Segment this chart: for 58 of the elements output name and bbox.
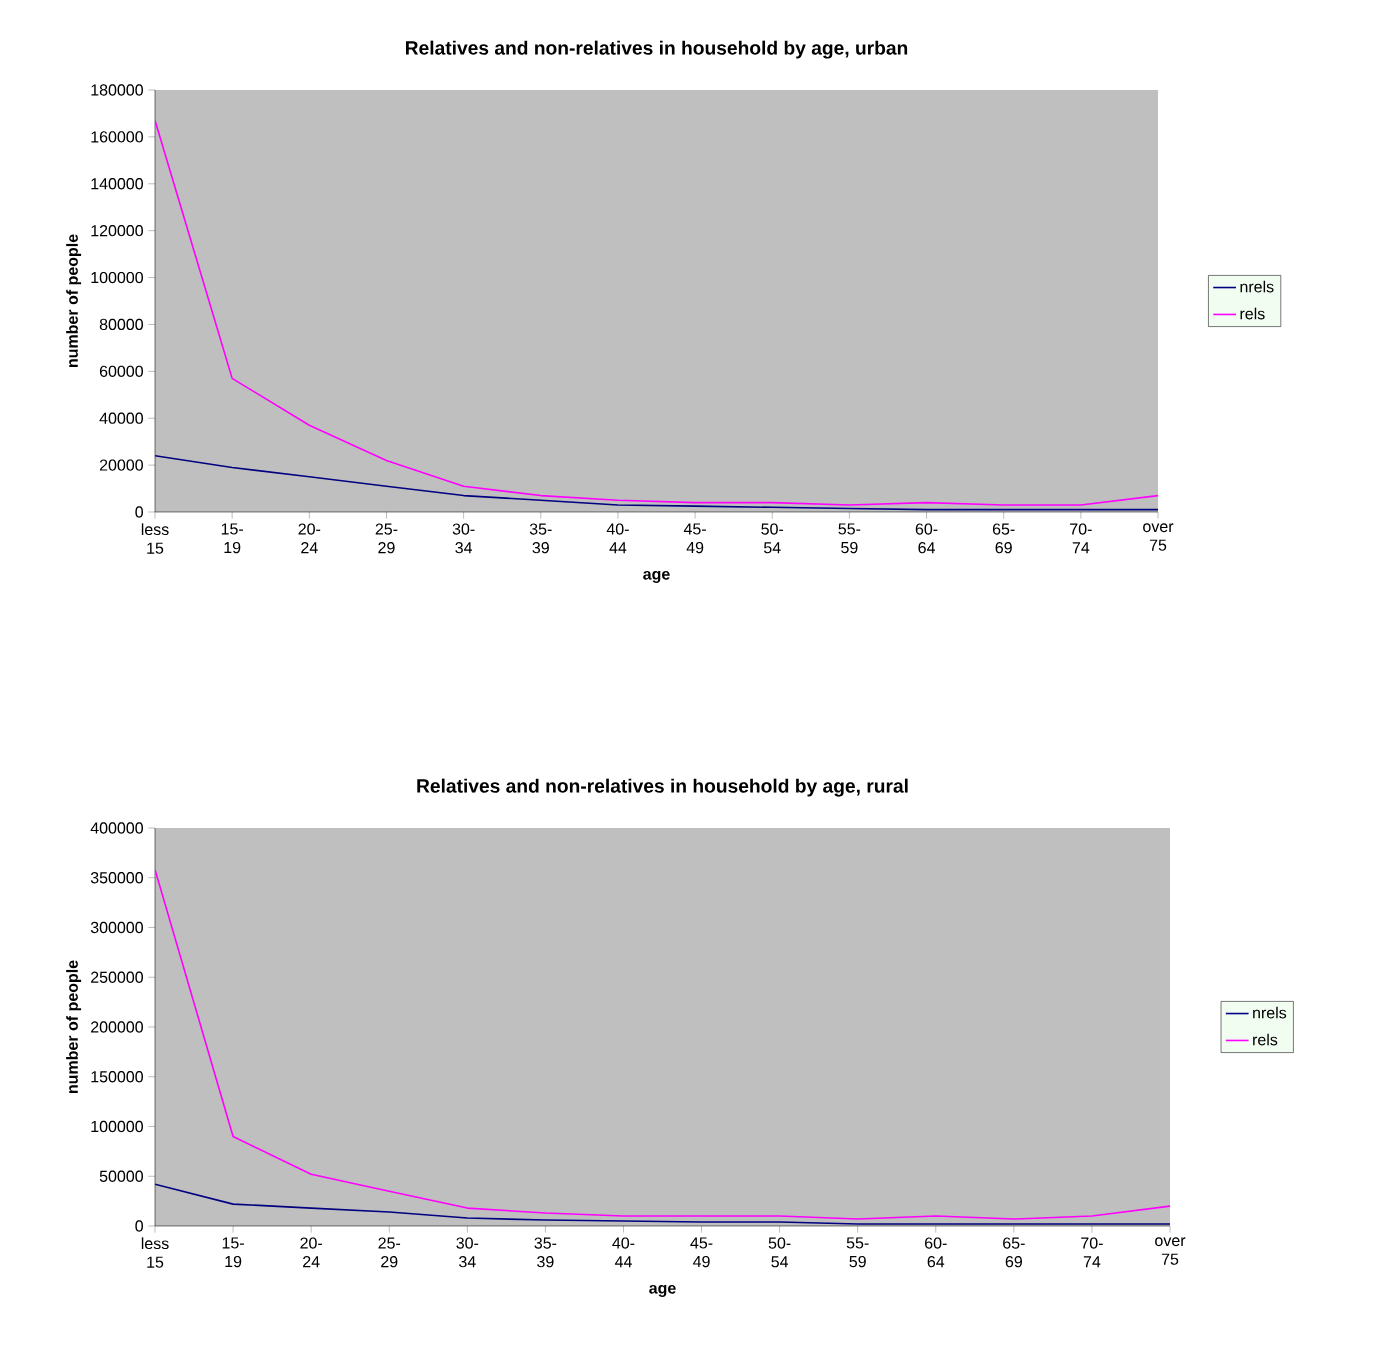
y-tick-label: 180000 — [91, 84, 143, 96]
y-tick-label: 200000 — [91, 1021, 143, 1033]
legend-label: nrels — [1240, 280, 1274, 293]
x-tick-label: 20-24 — [300, 1237, 323, 1268]
x-tick-label: 20-24 — [298, 523, 321, 554]
x-tick-label: 50-54 — [761, 523, 784, 554]
y-tick-label: 80000 — [99, 318, 143, 331]
x-tick-label: 50-54 — [768, 1237, 791, 1268]
y-tick-label: 100000 — [91, 1120, 143, 1133]
legend-label: rels — [1253, 1033, 1278, 1046]
x-tick-label: 70-74 — [1081, 1237, 1103, 1268]
y-tick-label: 250000 — [91, 971, 143, 983]
x-tick-label: 35-39 — [529, 523, 552, 554]
y-tick-label: 50000 — [99, 1170, 143, 1182]
x-tick-label: 30-34 — [456, 1237, 479, 1268]
y-axis-title: number of people — [66, 234, 82, 368]
y-tick-label: 20000 — [99, 459, 143, 471]
x-tick-label: 25-29 — [375, 523, 398, 554]
x-axis-title: age — [643, 570, 670, 583]
x-tick-label: 65-69 — [992, 523, 1015, 554]
y-axis-title: number of people — [66, 960, 82, 1094]
x-axis-title: age — [649, 1284, 676, 1297]
y-tick-label: 100000 — [91, 271, 143, 284]
x-tick-label: over 75 — [1155, 1237, 1186, 1265]
y-tick-label: 140000 — [91, 178, 143, 190]
x-tick-label: 35-39 — [534, 1237, 557, 1268]
x-tick-label: 60-64 — [915, 523, 938, 554]
chart-title: Relatives and non-relatives in household by age, urban — [405, 40, 908, 59]
legend-label: rels — [1240, 307, 1265, 320]
x-tick-label: 45-49 — [683, 523, 706, 554]
x-tick-label: less 15 — [141, 523, 169, 554]
x-tick-label: 70-74 — [1070, 523, 1092, 554]
y-tick-label: 60000 — [99, 365, 143, 377]
x-tick-label: 40-44 — [612, 1237, 635, 1268]
x-tick-label: 60-64 — [925, 1237, 947, 1268]
y-tick-label: 40000 — [99, 412, 143, 424]
x-tick-label: less 15 — [141, 1237, 169, 1268]
y-tick-label: 160000 — [91, 131, 143, 143]
y-tick-label: 0 — [135, 506, 144, 518]
x-tick-label: 25-29 — [378, 1237, 401, 1268]
line-series — [155, 119, 1159, 506]
y-tick-label: 350000 — [90, 872, 143, 884]
y-tick-label: 0 — [135, 1220, 144, 1232]
x-tick-label: over 75 — [1143, 523, 1174, 551]
x-tick-label: 15-19 — [222, 1237, 244, 1268]
x-tick-label: 30-34 — [452, 523, 475, 554]
y-tick-label: 400000 — [90, 822, 143, 834]
x-tick-label: 45-49 — [690, 1237, 713, 1268]
y-tick-label: 300000 — [90, 921, 143, 934]
chart-title: Relatives and non-relatives in household by age, rural — [417, 778, 908, 797]
x-tick-label: 15-19 — [221, 523, 244, 554]
y-tick-label: 150000 — [91, 1071, 143, 1083]
legend-label: nrels — [1253, 1006, 1287, 1019]
x-tick-label: 40-44 — [606, 523, 629, 554]
x-tick-label: 55-59 — [846, 1237, 869, 1268]
x-tick-label: 55-59 — [838, 523, 861, 554]
y-tick-label: 120000 — [91, 225, 143, 237]
x-tick-label: 65-69 — [1003, 1237, 1025, 1268]
